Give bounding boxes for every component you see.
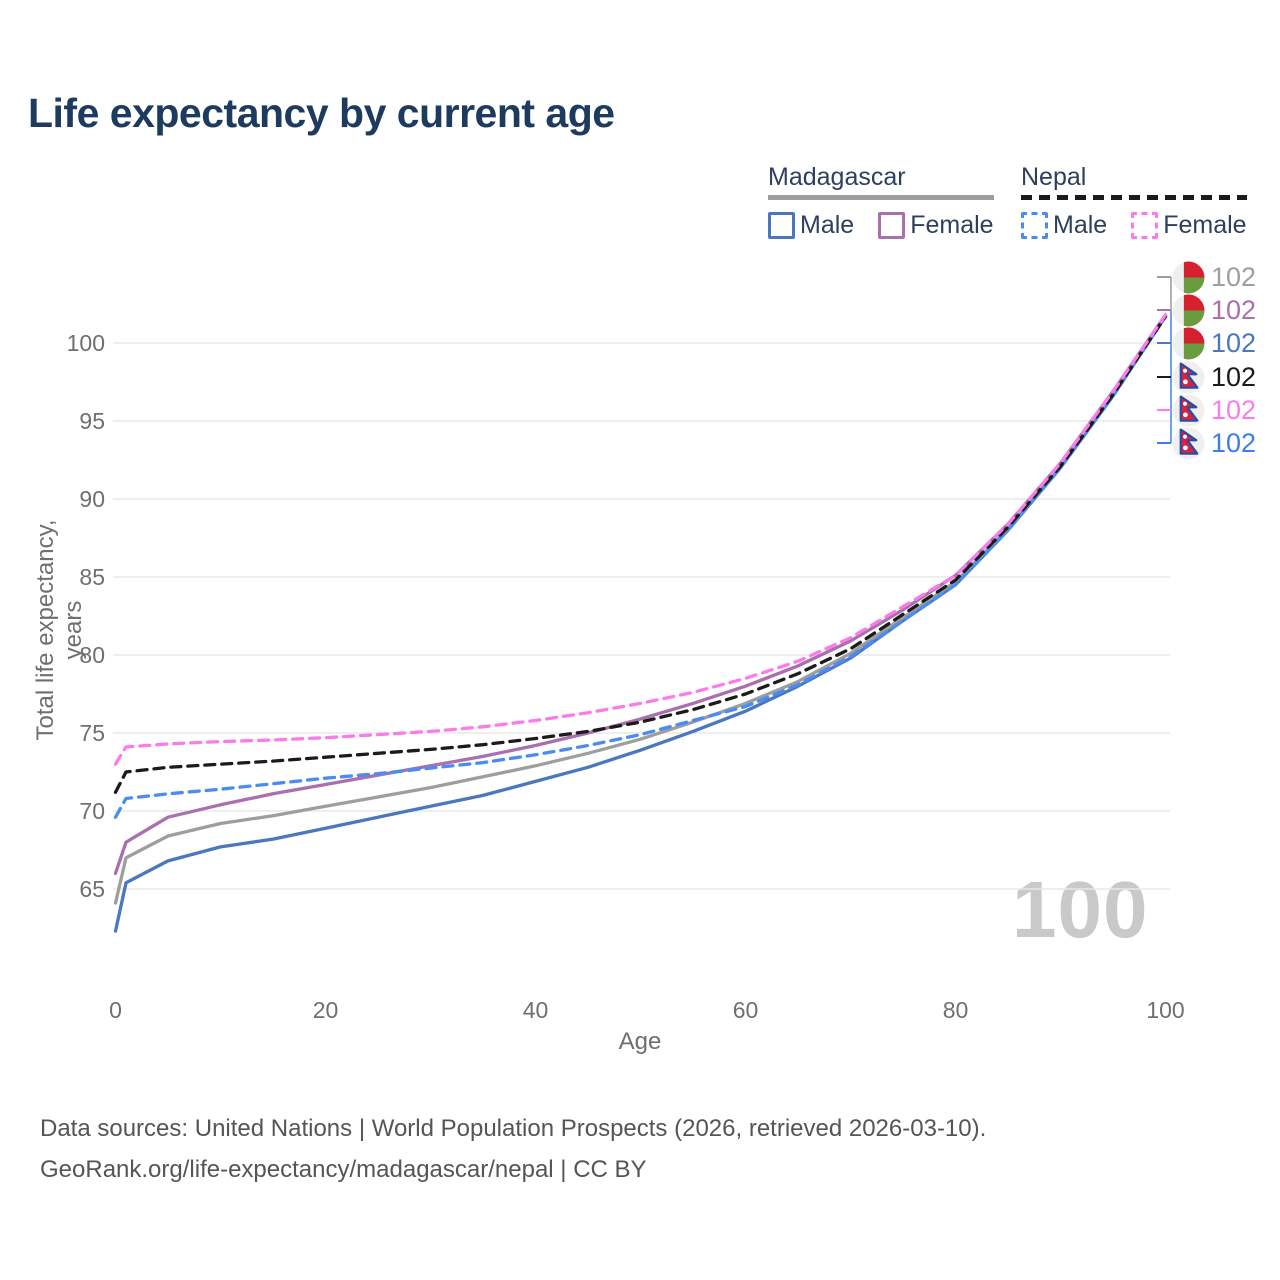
end-value-label: 102 xyxy=(1211,327,1257,358)
nepal-flag-icon xyxy=(1172,426,1205,460)
series-line-madagascar-female[interactable] xyxy=(113,313,1168,876)
end-label-leader-lines xyxy=(1157,276,1172,444)
madagascar-flag-icon xyxy=(1172,261,1205,294)
y-tick-label: 85 xyxy=(79,564,105,590)
madagascar-male-swatch-icon xyxy=(768,212,795,239)
legend-country-madagascar: Madagascar xyxy=(768,163,906,191)
end-label-row-madagascar-2: 102 xyxy=(1172,326,1256,360)
x-axis-title: Age xyxy=(618,1028,662,1055)
end-label-row-nepal-3: 102 xyxy=(1172,360,1256,394)
series-lines xyxy=(113,313,1168,933)
nepal-male-swatch-icon xyxy=(1021,212,1048,239)
x-tick-label: 0 xyxy=(109,997,122,1023)
data-sources: Data sources: United Nations | World Pop… xyxy=(40,1108,986,1190)
series-line-nepal-female[interactable] xyxy=(113,313,1168,766)
y-axis-title: Total life expectancy, years xyxy=(32,519,87,741)
end-label-row-madagascar-1: 102 xyxy=(1172,293,1256,327)
legend-group-madagascar: Madagascar Male Female xyxy=(768,163,994,240)
legend-item-madagascar-male[interactable]: Male xyxy=(768,211,854,240)
y-tick-label: 65 xyxy=(79,876,105,902)
legend-item-label: Female xyxy=(1163,211,1247,239)
x-tick-label: 80 xyxy=(942,997,969,1023)
legend-item-label: Female xyxy=(910,211,994,239)
end-value-label: 102 xyxy=(1211,394,1257,425)
end-label-row-nepal-4: 102 xyxy=(1172,393,1256,427)
y-tick-label: 95 xyxy=(79,408,105,434)
y-tick-label: 80 xyxy=(79,642,105,668)
nepal-flag-icon xyxy=(1172,360,1205,394)
series-line-nepal-both-sexes[interactable] xyxy=(113,314,1168,794)
legend-item-label: Male xyxy=(800,211,855,239)
end-label-row-madagascar-0: 102 xyxy=(1172,260,1256,294)
y-tick-label: 75 xyxy=(79,720,105,746)
age-watermark: 100 xyxy=(1012,865,1149,954)
madagascar-flag-icon xyxy=(1172,327,1205,360)
legend-item-nepal-male[interactable]: Male xyxy=(1021,211,1107,240)
madagascar-flag-icon xyxy=(1172,294,1205,327)
nepal-flag-icon xyxy=(1172,393,1205,427)
nepal-female-swatch-icon xyxy=(1131,212,1159,239)
end-label-row-nepal-5: 102 xyxy=(1172,426,1256,460)
legend-country-nepal: Nepal xyxy=(1021,163,1087,191)
y-tick-label: 100 xyxy=(66,330,105,356)
legend-underline-dashed xyxy=(1021,195,1247,200)
legend-item-label: Male xyxy=(1053,211,1108,239)
legend-item-nepal-female[interactable]: Female xyxy=(1131,211,1247,240)
end-value-label: 102 xyxy=(1211,361,1257,392)
x-tick-label: 40 xyxy=(522,997,549,1023)
source-line-1: Data sources: United Nations | World Pop… xyxy=(40,1115,987,1142)
source-line-2: GeoRank.org/life-expectancy/madagascar/n… xyxy=(40,1156,647,1183)
x-tick-label: 100 xyxy=(1146,997,1185,1023)
madagascar-female-swatch-icon xyxy=(878,212,906,239)
chart-title: Life expectancy by current age xyxy=(28,90,615,136)
y-tick-label: 90 xyxy=(79,486,105,512)
legend-group-nepal: Nepal Male Female xyxy=(1021,163,1247,240)
y-tick-label: 70 xyxy=(79,798,105,824)
gridlines xyxy=(113,342,1170,890)
legend-underline-solid xyxy=(768,195,994,200)
series-line-madagascar-male[interactable] xyxy=(113,314,1168,933)
x-tick-label: 20 xyxy=(312,997,339,1023)
legend-item-madagascar-female[interactable]: Female xyxy=(878,211,994,240)
end-value-label: 102 xyxy=(1211,427,1257,458)
end-value-label: 102 xyxy=(1211,294,1257,325)
series-line-nepal-male[interactable] xyxy=(113,314,1168,819)
x-tick-label: 60 xyxy=(732,997,759,1023)
series-line-madagascar-both-sexes[interactable] xyxy=(113,314,1168,905)
end-value-label: 102 xyxy=(1211,261,1257,292)
